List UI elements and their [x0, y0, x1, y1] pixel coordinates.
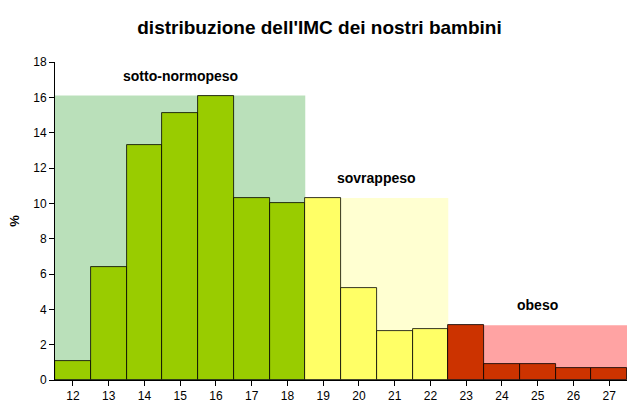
svg-text:22: 22: [424, 389, 438, 403]
svg-text:8: 8: [40, 232, 47, 246]
svg-text:18: 18: [281, 389, 295, 403]
svg-text:27: 27: [602, 389, 616, 403]
svg-text:17: 17: [245, 389, 259, 403]
svg-text:25: 25: [531, 389, 545, 403]
svg-text:10: 10: [33, 197, 47, 211]
svg-text:16: 16: [33, 91, 47, 105]
svg-text:23: 23: [459, 389, 473, 403]
svg-text:26: 26: [567, 389, 581, 403]
svg-text:sovrappeso: sovrappeso: [337, 170, 416, 186]
svg-text:%: %: [7, 215, 22, 227]
svg-text:12: 12: [33, 161, 47, 175]
svg-text:obeso: obeso: [517, 297, 558, 313]
svg-text:15: 15: [173, 389, 187, 403]
svg-text:14: 14: [33, 126, 47, 140]
svg-text:24: 24: [495, 389, 509, 403]
svg-text:13: 13: [102, 389, 116, 403]
svg-text:sotto-normopeso: sotto-normopeso: [123, 68, 238, 84]
svg-text:18: 18: [33, 55, 47, 69]
svg-text:0: 0: [40, 373, 47, 387]
svg-text:4: 4: [40, 303, 47, 317]
svg-text:14: 14: [138, 389, 152, 403]
svg-text:21: 21: [388, 389, 402, 403]
svg-text:16: 16: [209, 389, 223, 403]
svg-text:12: 12: [66, 389, 80, 403]
svg-text:19: 19: [316, 389, 330, 403]
svg-text:distribuzione dell'IMC dei nos: distribuzione dell'IMC dei nostri bambin…: [137, 17, 501, 38]
svg-text:20: 20: [352, 389, 366, 403]
svg-text:6: 6: [40, 267, 47, 281]
svg-text:2: 2: [40, 338, 47, 352]
